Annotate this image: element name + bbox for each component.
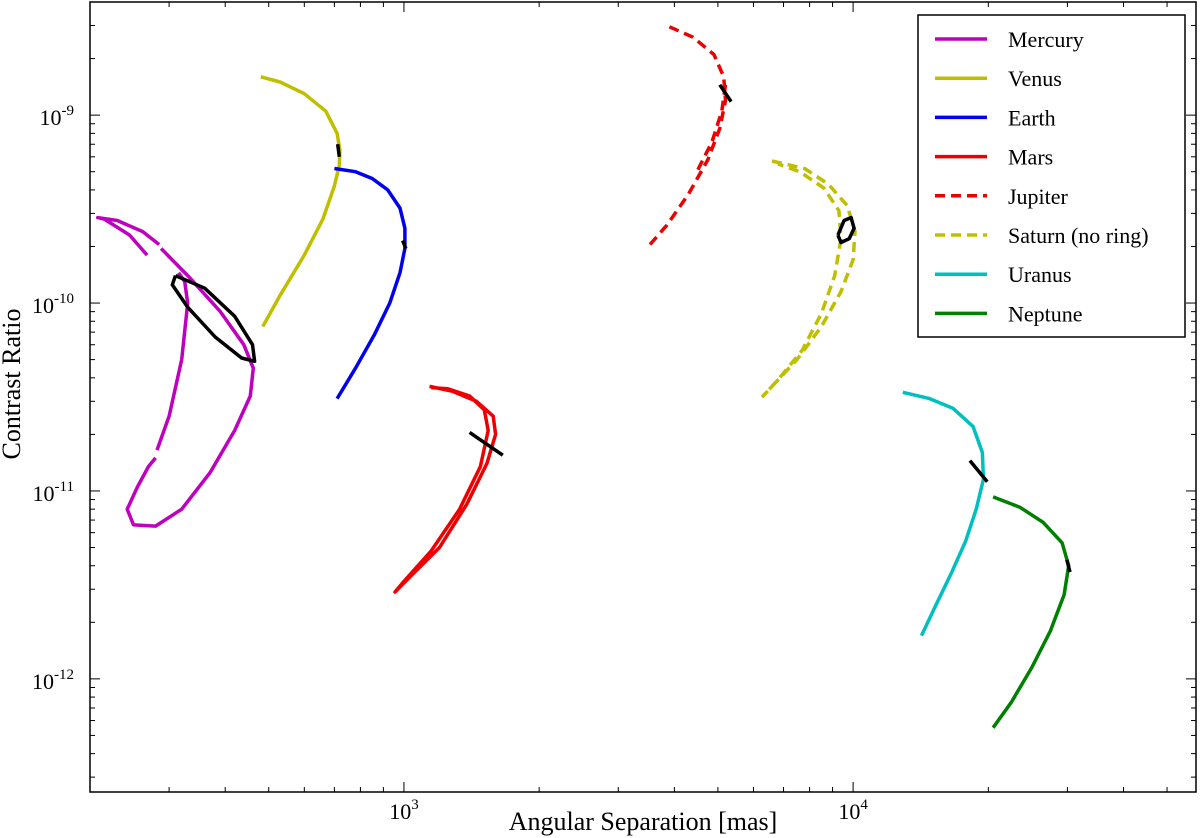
position-marker-tick-6 xyxy=(968,459,989,483)
series-line-neptune-0 xyxy=(991,495,1071,729)
legend-box xyxy=(917,14,1186,338)
legend-label-saturn-no-ring: Saturn (no ring) xyxy=(1008,223,1149,248)
marker-layer xyxy=(170,83,1072,573)
legend-label-jupiter: Jupiter xyxy=(1008,184,1069,209)
y-tick-label-10e-11: 10-11 xyxy=(33,479,74,506)
y-tick-label-10e-12: 10-12 xyxy=(32,667,74,694)
legend-label-mars: Mars xyxy=(1008,145,1053,170)
legend-label-neptune: Neptune xyxy=(1008,301,1083,326)
position-marker-tick-1 xyxy=(335,143,342,158)
y-axis-label: Contrast Ratio xyxy=(0,309,26,460)
position-marker-tick-3 xyxy=(468,430,504,457)
legend-label-uranus: Uranus xyxy=(1008,262,1072,287)
position-marker-ellipse-5 xyxy=(836,215,856,245)
series-line-mercury-1 xyxy=(125,247,256,528)
series-line-saturn-no-ring-0 xyxy=(761,159,857,398)
y-tick-label-10e-9: 10-9 xyxy=(40,103,75,130)
legend-label-mercury: Mercury xyxy=(1008,27,1084,52)
plot-frame xyxy=(89,1,1197,793)
series-line-venus-0 xyxy=(260,75,342,328)
series-line-jupiter-0 xyxy=(646,25,728,248)
series-line-earth-0 xyxy=(334,166,407,400)
position-marker-ellipse-0 xyxy=(170,273,257,364)
position-marker-tick-4 xyxy=(718,83,733,103)
position-marker-tick-7 xyxy=(1065,559,1072,573)
legend-label-earth: Earth xyxy=(1008,105,1056,130)
tick-layer: 103 104 10-9 10-10 10-11 10-12 xyxy=(32,1,1196,824)
position-marker-tick-2 xyxy=(400,239,408,250)
x-axis-label: Angular Separation [mas] xyxy=(509,807,778,836)
series-layer xyxy=(95,25,1071,729)
legend-label-venus: Venus xyxy=(1008,66,1062,91)
series-line-mercury-0 xyxy=(95,215,161,257)
x-tick-label-10e4: 104 xyxy=(838,797,868,824)
series-line-mars-0 xyxy=(393,384,498,594)
y-tick-label-10e-10: 10-10 xyxy=(32,291,74,318)
x-tick-label-10e3: 103 xyxy=(389,797,419,824)
legend: Mercury Venus Earth Mars Jupiter Saturn (no r… xyxy=(917,14,1186,338)
